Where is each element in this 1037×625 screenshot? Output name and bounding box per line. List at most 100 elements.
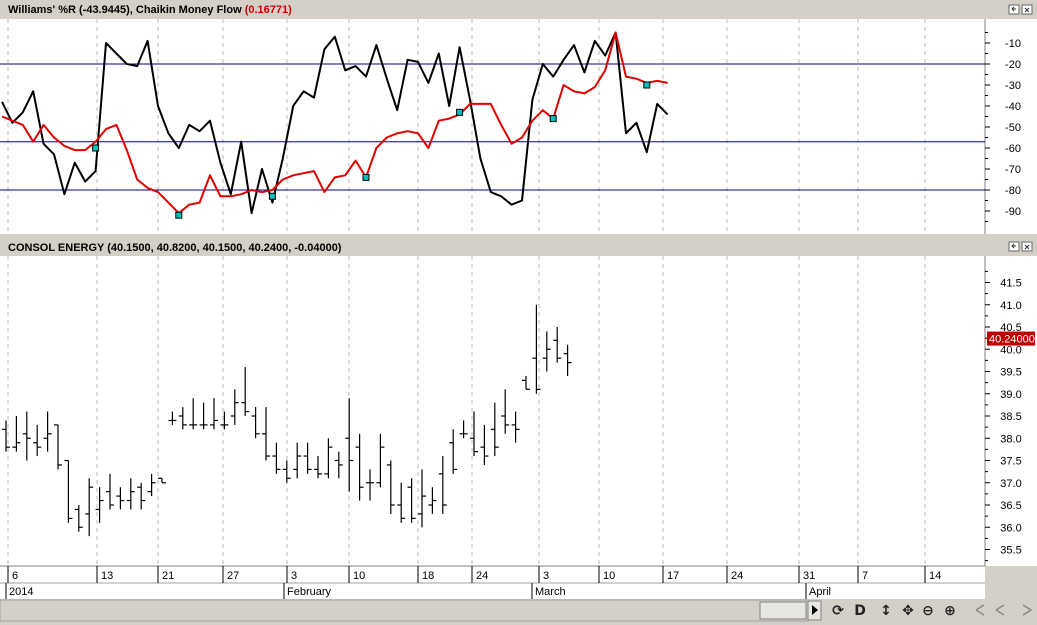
x-tick-label: 10 [603,570,615,582]
y-tick-label: 37.5 [1000,456,1021,468]
month-label: April [809,586,831,598]
ohlc-bar [241,367,250,416]
y-tick-label: 38.5 [1000,411,1021,423]
x-tick-label: 14 [929,570,941,582]
ohlc-bar [262,407,270,461]
month-label: 2014 [9,586,33,598]
x-tick-label: 24 [731,570,743,582]
x-tick-label: 3 [291,570,297,582]
y-tick-label: -10 [1005,38,1021,50]
bottom-gridlines [7,256,926,566]
y-tick-label: 39.5 [1000,367,1021,379]
scrollbar-thumb[interactable] [759,601,807,620]
x-tick-label: 7 [862,570,868,582]
nav-arrows[interactable] [975,604,1033,616]
y-tick-label: 37.0 [1000,478,1021,490]
ohlc-bar [137,482,146,510]
x-tick-label: 17 [667,570,679,582]
y-tick-label: -70 [1005,164,1021,176]
top-plot-area [0,19,985,234]
ohlc-bar [272,442,281,474]
signal-marker [268,192,276,200]
signal-marker [92,144,100,152]
x-tick-label: 24 [476,570,488,582]
ohlc-bar [522,375,530,390]
month-label: February [287,586,332,598]
bottom-series [2,304,572,537]
ohlc-bar [511,411,520,443]
ohlc-bar [22,411,31,461]
top-y-axis-ticks: -10 -20 -30 -40 -50 -60 -70 -80 -90 [985,32,1021,222]
ohlc-bar [116,487,125,510]
williams-r-line [1,31,669,215]
ohlc-bar [303,442,312,474]
daily-button[interactable]: D [854,603,866,619]
toolbar-buttons[interactable]: ⟳ D ↕ ✥ ⊖ ⊕ [832,603,956,619]
ohlc-bar [563,344,572,376]
ohlc-bar [553,327,562,363]
vertical-scale-icon[interactable]: ↕ [880,603,892,619]
top-y-axis [985,19,1037,234]
y-tick-label: -40 [1005,101,1021,113]
signal-marker [175,211,183,219]
zoom-in-icon[interactable]: ⊕ [944,603,956,619]
x-tick-label: 13 [101,570,113,582]
ohlc-bar [12,416,21,452]
refresh-icon[interactable]: ⟳ [832,603,844,619]
top-reference-lines [0,63,985,191]
x-tick-label: 27 [227,570,239,582]
ohlc-bar [345,398,354,492]
bottom-y-axis-ticks: 35.5 36.0 36.5 37.0 37.5 38.0 38.5 39.0 39.5 40.0… [985,270,1022,562]
nav-back-icon [995,604,1005,616]
x-tick-label: 21 [162,570,174,582]
ohlc-bar [355,433,364,501]
y-tick-label: -50 [1005,122,1021,134]
svg-text:40.24000: 40.24000 [989,334,1035,346]
nav-right-icon [1022,604,1033,616]
ohlc-bar [85,478,94,537]
y-tick-label: 41.5 [1000,278,1021,290]
ohlc-bar [397,482,406,523]
top-pane-title: Williams' %R (-43.9445), Chaikin Money F… [8,4,292,16]
y-tick-label: -20 [1005,59,1021,71]
ohlc-bar [126,478,135,510]
y-tick-label: 38.0 [1000,433,1021,445]
ohlc-bar [210,398,218,430]
y-tick-label: 35.5 [1000,545,1021,557]
ohlc-bar [95,487,104,523]
y-tick-label: -60 [1005,143,1021,155]
bottom-pane-header [0,237,1037,256]
y-tick-label: -30 [1005,80,1021,92]
bottom-pane-title: CONSOL ENERGY (40.1500, 40.8200, 40.1500… [8,242,342,254]
x-tick-label: 31 [803,570,815,582]
signal-marker [456,108,464,116]
ohlc-bar [282,460,291,483]
ohlc-bar [189,398,198,430]
ohlc-bar [64,459,73,523]
ohlc-bar [2,420,10,452]
ohlc-bar [407,478,416,523]
horizontal-scrollbar[interactable] [0,599,809,622]
ohlc-bar [542,331,551,372]
ohlc-bar [324,438,333,479]
y-tick-label: 39.0 [1000,389,1021,401]
pan-icon[interactable]: ✥ [902,603,914,619]
ohlc-bar [438,456,447,514]
ohlc-bar [366,469,374,501]
y-tick-label: 41.0 [1000,300,1021,312]
month-label: March [535,586,566,598]
ohlc-bar [459,420,468,439]
x-tick-label: 10 [353,570,365,582]
ohlc-bar [428,487,437,514]
signal-marker [643,81,651,89]
top-pane-controls[interactable] [1008,4,1033,15]
signal-marker [362,173,370,181]
x-axis-labels: 6 13 21 27 3 10 18 24 3 10 17 24 31 7 14 2014 February Ma… [5,566,941,599]
ohlc-bar [251,407,260,439]
bottom-pane-controls[interactable] [1008,241,1033,252]
signal-marker [549,115,557,123]
zoom-out-icon[interactable]: ⊖ [922,603,934,619]
ohlc-bar [33,424,42,457]
ohlc-bar [178,407,187,430]
scroll-right-arrow-icon [812,605,818,615]
